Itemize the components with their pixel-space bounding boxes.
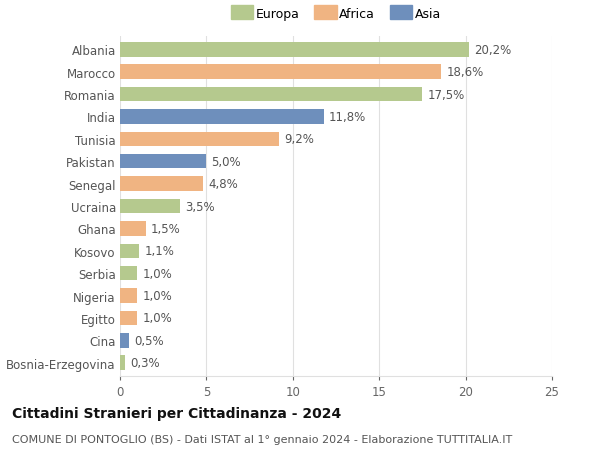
Text: 5,0%: 5,0% — [212, 156, 241, 168]
Text: 9,2%: 9,2% — [284, 133, 314, 146]
Text: 18,6%: 18,6% — [446, 66, 484, 79]
Bar — [120, 110, 324, 124]
Bar — [120, 199, 181, 214]
Bar — [120, 155, 206, 169]
Text: Cittadini Stranieri per Cittadinanza - 2024: Cittadini Stranieri per Cittadinanza - 2… — [12, 406, 341, 420]
Bar — [120, 65, 442, 80]
Bar — [120, 132, 279, 147]
Text: 1,0%: 1,0% — [142, 290, 172, 302]
Legend: Europa, Africa, Asia: Europa, Africa, Asia — [228, 6, 444, 24]
Text: 17,5%: 17,5% — [428, 88, 465, 101]
Text: 0,5%: 0,5% — [134, 334, 163, 347]
Text: 1,5%: 1,5% — [151, 223, 181, 235]
Text: 20,2%: 20,2% — [474, 44, 511, 56]
Bar — [120, 311, 137, 325]
Text: 1,0%: 1,0% — [142, 312, 172, 325]
Text: 1,1%: 1,1% — [144, 245, 174, 257]
Bar — [120, 222, 146, 236]
Bar — [120, 266, 137, 281]
Bar — [120, 356, 125, 370]
Text: 4,8%: 4,8% — [208, 178, 238, 190]
Text: COMUNE DI PONTOGLIO (BS) - Dati ISTAT al 1° gennaio 2024 - Elaborazione TUTTITAL: COMUNE DI PONTOGLIO (BS) - Dati ISTAT al… — [12, 434, 512, 444]
Text: 3,5%: 3,5% — [185, 200, 215, 213]
Bar — [120, 333, 128, 348]
Text: 11,8%: 11,8% — [329, 111, 367, 123]
Bar — [120, 43, 469, 57]
Bar — [120, 289, 137, 303]
Bar — [120, 88, 422, 102]
Text: 0,3%: 0,3% — [130, 357, 160, 369]
Text: 1,0%: 1,0% — [142, 267, 172, 280]
Bar — [120, 244, 139, 258]
Bar — [120, 177, 203, 191]
